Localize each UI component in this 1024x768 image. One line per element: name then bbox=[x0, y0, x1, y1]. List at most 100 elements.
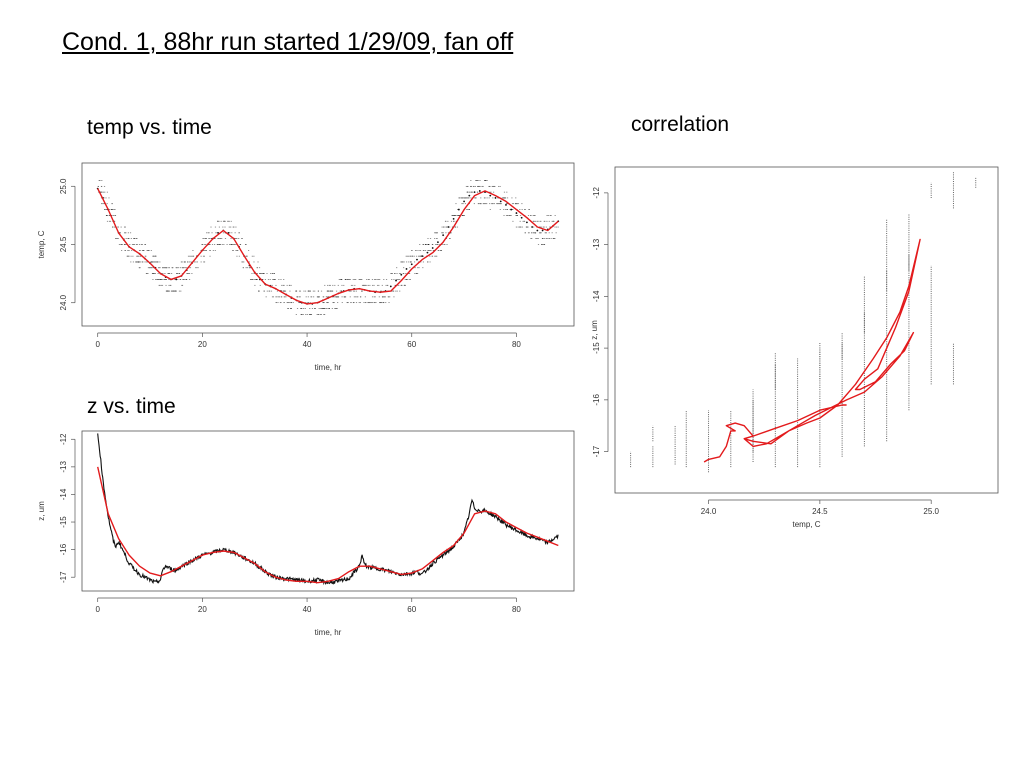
temp-time-raw-dot bbox=[159, 267, 161, 269]
temp-time-raw-dot bbox=[320, 290, 323, 292]
temp-time-raw-dot bbox=[535, 238, 537, 239]
temp-time-raw-dot bbox=[375, 279, 377, 280]
correlation-y-axis: -17 -16 -15 -14 -13 -12 bbox=[592, 187, 609, 457]
temp-time-raw-dot bbox=[551, 232, 553, 234]
temp-time-raw-dot bbox=[302, 314, 304, 315]
temp-time-raw-dot bbox=[196, 267, 198, 269]
temp-time-raw-dot bbox=[332, 302, 334, 304]
temp-time-raw-dot bbox=[305, 296, 307, 298]
temp-time-raw-dot bbox=[350, 290, 352, 292]
temp-time-raw-dot bbox=[396, 279, 398, 280]
z-time-chart-group: 0 20 40 60 80 -17 -16 -15 -14 -13 -12 time, hr z, um bbox=[37, 430, 575, 637]
temp-time-raw-dot bbox=[274, 279, 276, 280]
temp-time-raw-point bbox=[426, 251, 429, 254]
temp-time-raw-dot bbox=[245, 244, 247, 245]
temp-time-raw-dot bbox=[168, 273, 170, 274]
temp-time-raw-dot bbox=[420, 255, 422, 257]
temp-time-raw-dot bbox=[462, 203, 464, 205]
temp-time-raw-dot bbox=[401, 284, 403, 286]
temp-time-raw-dot bbox=[446, 226, 448, 228]
temp-time-raw-dot bbox=[394, 284, 396, 286]
temp-time-raw-dot bbox=[165, 284, 167, 286]
temp-time-raw-point bbox=[499, 200, 502, 203]
temp-time-raw-dot bbox=[479, 203, 481, 205]
temp-time-raw-dot bbox=[100, 185, 103, 187]
temp-time-raw-dot bbox=[359, 279, 361, 280]
temp-time-raw-dot bbox=[361, 290, 363, 292]
temp-time-raw-dot bbox=[165, 279, 167, 280]
temp-time-raw-dot bbox=[133, 244, 136, 245]
temp-time-raw-dot bbox=[228, 226, 230, 228]
temp-time-raw-dot bbox=[332, 284, 334, 286]
temp-time-raw-dot bbox=[300, 308, 302, 309]
temp-time-raw-dot bbox=[378, 296, 380, 298]
temp-time-raw-dot bbox=[258, 267, 261, 269]
temp-time-raw-dot bbox=[534, 232, 537, 234]
temp-time-raw-dot bbox=[109, 220, 112, 222]
temp-time-raw-dot bbox=[112, 226, 114, 228]
temp-time-raw-dot bbox=[285, 296, 287, 298]
temp-time-raw-dot bbox=[453, 220, 455, 222]
temp-time-raw-dot bbox=[189, 261, 191, 263]
temp-time-raw-dot bbox=[107, 215, 109, 216]
z-time-x-axis-title: time, hr bbox=[315, 628, 342, 637]
temp-time-raw-dot bbox=[128, 238, 130, 239]
temp-time-raw-dot bbox=[115, 238, 117, 239]
temp-time-raw-dot bbox=[424, 250, 427, 251]
temp-time-raw-dot bbox=[290, 302, 292, 304]
temp-time-raw-dot bbox=[154, 279, 157, 280]
temp-time-raw-dot bbox=[474, 197, 476, 199]
temp-time-raw-dot bbox=[414, 250, 417, 251]
temp-time-raw-dot bbox=[300, 302, 302, 304]
temp-time-raw-dot bbox=[329, 284, 331, 286]
temp-time-raw-dot bbox=[409, 279, 411, 280]
temp-time-raw-dot bbox=[219, 244, 221, 245]
temp-time-raw-dot bbox=[267, 279, 270, 280]
temp-time-raw-dot bbox=[230, 220, 232, 222]
caption-temp-vs-time: temp vs. time bbox=[87, 116, 212, 139]
temp-time-raw-dot bbox=[273, 273, 275, 274]
slide-title: Cond. 1, 88hr run started 1/29/09, fan o… bbox=[62, 28, 514, 56]
temp-time-raw-dot bbox=[314, 308, 316, 309]
temp-time-raw-dot bbox=[383, 279, 385, 280]
temp-time-raw-dot bbox=[456, 215, 458, 216]
correlation-y-tick-label: -15 bbox=[592, 342, 601, 354]
temp-time-raw-dot bbox=[135, 244, 138, 245]
temp-time-raw-dot bbox=[415, 273, 417, 274]
temp-time-raw-dot bbox=[373, 279, 376, 280]
z-time-y-axis-title: z, um bbox=[37, 501, 46, 521]
temp-time-raw-dot bbox=[309, 302, 311, 304]
temp-time-raw-dot bbox=[498, 203, 500, 205]
temp-time-raw-dot bbox=[150, 261, 153, 263]
temp-time-raw-dot bbox=[436, 244, 438, 245]
temp-time-raw-dot bbox=[468, 191, 470, 193]
temp-time-raw-dot bbox=[116, 238, 118, 239]
temp-time-raw-dot bbox=[255, 279, 257, 280]
temp-time-raw-dot bbox=[127, 232, 129, 234]
temp-time-raw-dot bbox=[399, 279, 401, 280]
temp-time-raw-dot bbox=[499, 209, 501, 210]
temp-time-raw-dot bbox=[243, 261, 245, 263]
temp-time-raw-dot bbox=[265, 296, 267, 298]
temp-time-raw-dot bbox=[235, 238, 237, 239]
temp-time-raw-dot bbox=[511, 209, 513, 210]
temp-time-raw-dot bbox=[509, 209, 511, 210]
temp-time-raw-dot bbox=[428, 244, 430, 245]
temp-time-raw-dot bbox=[501, 197, 503, 199]
temp-time-raw-dot bbox=[329, 290, 331, 292]
temp-time-raw-dot bbox=[343, 284, 345, 286]
temp-time-raw-dot bbox=[494, 197, 497, 199]
temp-time-raw-dot bbox=[323, 302, 325, 304]
temp-time-raw-point bbox=[405, 268, 408, 270]
temp-time-raw-dot bbox=[187, 255, 190, 257]
temp-time-raw-dot bbox=[195, 261, 197, 263]
temp-time-raw-dot bbox=[207, 232, 209, 234]
temp-time-raw-dot bbox=[299, 290, 302, 292]
temp-time-raw-dot bbox=[158, 279, 160, 280]
temp-time-raw-dot bbox=[436, 232, 438, 234]
temp-time-raw-dot bbox=[499, 203, 502, 205]
temp-time-raw-dot bbox=[200, 250, 202, 251]
temp-time-raw-dot bbox=[346, 279, 349, 280]
temp-time-raw-dot bbox=[550, 215, 552, 216]
temp-time-raw-dot bbox=[446, 244, 448, 245]
